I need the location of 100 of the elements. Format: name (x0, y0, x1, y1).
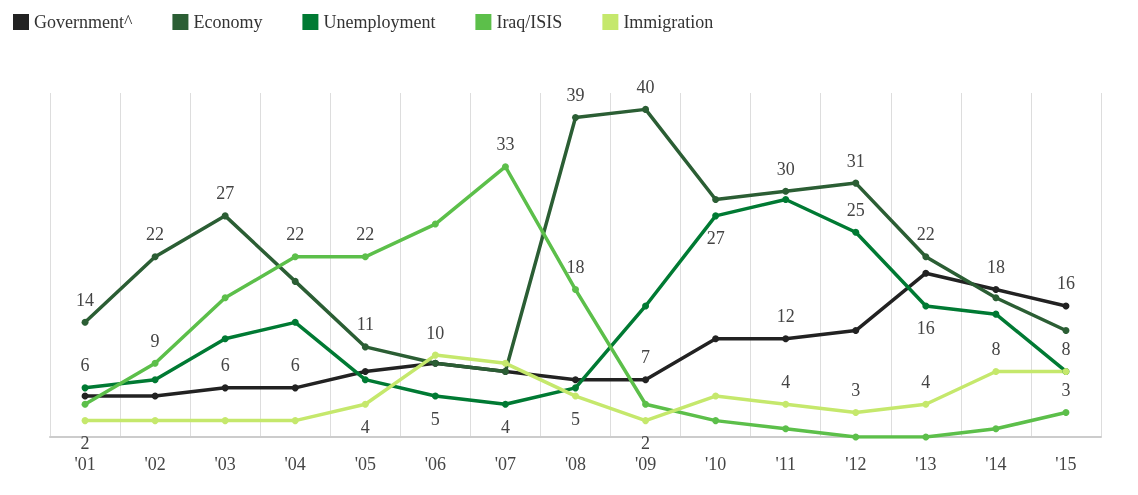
point (361, 253, 369, 261)
point (922, 269, 930, 277)
data-label: 7 (641, 347, 651, 368)
data-label: 39 (566, 85, 585, 106)
data-label: 11 (356, 314, 374, 335)
x-tick-label: '11 (775, 454, 796, 474)
x-tick-label: '08 (564, 454, 587, 474)
data-label: 12 (776, 306, 795, 327)
point (151, 359, 159, 367)
legend-label: Government^ (34, 12, 133, 32)
point (712, 195, 720, 203)
point (782, 335, 790, 343)
x-tick-label: '07 (494, 454, 517, 474)
data-label: 22 (286, 224, 305, 245)
data-label: 8 (1061, 338, 1071, 359)
point (572, 114, 579, 122)
x-tick-label: '15 (1055, 454, 1077, 474)
data-label: 2 (641, 433, 651, 454)
data-label: 14 (76, 289, 95, 310)
point (852, 433, 860, 441)
point (291, 318, 299, 326)
x-tick-label: '14 (985, 454, 1007, 474)
data-label: 6 (290, 355, 300, 376)
point (992, 425, 1000, 433)
data-label: 30 (776, 158, 795, 179)
point (221, 212, 229, 220)
x-tick-label: '10 (705, 454, 727, 474)
point (501, 163, 509, 171)
point (361, 367, 369, 375)
data-label: 27 (216, 183, 235, 204)
x-tick-label: '06 (424, 454, 446, 474)
point (642, 400, 650, 408)
point (852, 408, 860, 416)
x-tick-label: '03 (214, 454, 236, 474)
point (81, 417, 89, 425)
point (712, 417, 720, 425)
data-label: 3 (851, 379, 861, 400)
point (642, 105, 650, 113)
point (782, 187, 790, 195)
point (221, 417, 229, 425)
point (501, 400, 509, 408)
point (572, 392, 579, 400)
data-label: 22 (356, 224, 375, 245)
data-label: 8 (991, 338, 1001, 359)
point (1062, 327, 1070, 335)
point (712, 335, 720, 343)
point (992, 286, 1000, 294)
point (642, 302, 650, 310)
legend-label: Economy (193, 12, 263, 32)
data-label: 4 (781, 371, 791, 392)
point (782, 400, 790, 408)
x-tick-label: '02 (144, 454, 166, 474)
point (291, 277, 299, 285)
data-label: 6 (80, 355, 90, 376)
point (151, 417, 159, 425)
x-tick-label: '12 (845, 454, 867, 474)
data-label: 9 (150, 330, 160, 351)
point (221, 294, 229, 302)
data-label: 18 (566, 257, 585, 278)
point (712, 392, 720, 400)
data-label: 31 (846, 150, 865, 171)
point (151, 253, 159, 261)
legend-label: Iraq/ISIS (496, 12, 563, 32)
data-label: 16 (1056, 273, 1075, 294)
point (852, 327, 860, 335)
data-label: 16 (916, 318, 935, 339)
data-label: 25 (846, 199, 865, 220)
point (221, 335, 229, 343)
point (361, 376, 369, 384)
data-label: 5 (571, 408, 580, 429)
x-tick-label: '09 (634, 454, 657, 474)
point (782, 195, 790, 203)
point (361, 400, 369, 408)
point (922, 302, 930, 310)
x-tick-label: '13 (915, 454, 937, 474)
data-label: 4 (360, 416, 370, 437)
point (992, 367, 1000, 375)
point (852, 179, 860, 187)
data-label: 18 (986, 257, 1005, 278)
point (291, 384, 299, 392)
point (291, 253, 299, 261)
data-label: 22 (146, 224, 165, 245)
x-tick-label: '05 (354, 454, 376, 474)
point (431, 220, 439, 228)
point (81, 400, 89, 408)
point (572, 376, 579, 384)
data-label: 3 (1061, 379, 1071, 400)
point (221, 384, 229, 392)
point (151, 376, 159, 384)
point (431, 351, 439, 359)
data-label: 2 (80, 433, 90, 454)
x-tick-label: '01 (74, 454, 96, 474)
point (992, 294, 1000, 302)
data-label: 6 (220, 355, 230, 376)
data-label: 40 (636, 76, 655, 97)
point (431, 392, 439, 400)
point (1062, 408, 1070, 416)
point (291, 417, 299, 425)
data-label: 27 (706, 228, 725, 249)
data-label: 33 (496, 134, 515, 155)
